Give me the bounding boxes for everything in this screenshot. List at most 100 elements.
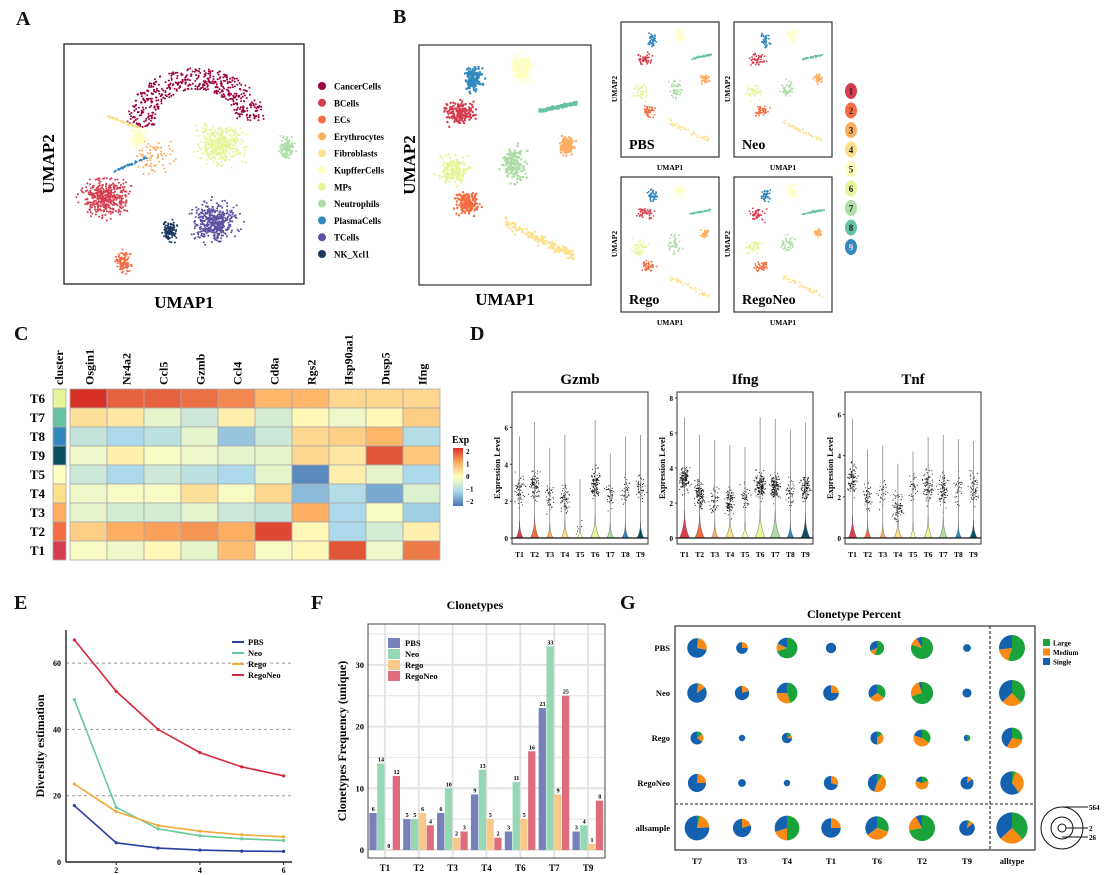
umap-point <box>206 133 209 136</box>
umap-point <box>197 76 200 79</box>
umap-point <box>198 70 201 73</box>
umap-point <box>156 105 159 108</box>
umap-point <box>468 76 472 80</box>
legend-marker <box>318 216 326 225</box>
umap-point <box>633 244 636 247</box>
umap-point <box>131 116 134 119</box>
umap-point <box>160 87 163 90</box>
umap-point <box>205 153 208 156</box>
umap-point <box>633 246 636 249</box>
umap-point <box>695 287 697 290</box>
umap-point <box>679 125 682 128</box>
umap-point <box>514 54 517 57</box>
umap-point <box>761 32 763 35</box>
umap-point <box>238 113 241 116</box>
umap-point <box>769 43 772 45</box>
umap-point <box>190 87 193 90</box>
umap-point <box>124 181 127 184</box>
umap-point <box>160 146 163 149</box>
umap-point <box>647 61 649 63</box>
umap-point <box>96 190 99 193</box>
umap-point <box>693 287 696 289</box>
umap-point <box>524 63 527 67</box>
umap-point <box>216 209 219 212</box>
umap-point <box>674 238 677 241</box>
umap-point <box>648 212 651 214</box>
umap-point <box>568 150 571 153</box>
umap-point <box>236 83 239 86</box>
umap-point <box>160 102 163 105</box>
umap-point <box>209 226 212 229</box>
umap-point <box>651 34 654 37</box>
umap-point <box>212 151 215 154</box>
umap-point <box>510 153 513 157</box>
umap-point <box>218 240 221 243</box>
umap-point <box>793 34 796 37</box>
umap-point <box>119 256 122 259</box>
umap-point <box>169 88 172 90</box>
umap-point <box>471 110 474 114</box>
umap-point <box>232 96 235 98</box>
umap-point <box>137 93 140 96</box>
umap-point <box>745 92 747 95</box>
umap-point <box>228 158 231 161</box>
umap-point <box>216 71 219 74</box>
umap-point <box>513 153 516 157</box>
umap-point <box>104 189 107 192</box>
umap-point <box>240 93 243 96</box>
umap-point <box>155 87 158 90</box>
umap-point <box>219 128 222 131</box>
umap-point <box>253 106 256 108</box>
legend-label: ECs <box>334 115 351 125</box>
umap-point <box>224 155 226 158</box>
umap-point <box>752 93 755 96</box>
umap-point <box>754 91 757 94</box>
umap-point <box>224 130 227 133</box>
umap-point <box>166 225 169 228</box>
umap-point <box>466 83 469 86</box>
umap-point <box>471 77 475 80</box>
umap-point <box>145 157 148 160</box>
umap-point <box>632 237 635 240</box>
umap-point <box>458 198 461 201</box>
umap-point <box>516 70 520 73</box>
umap-point <box>691 134 693 136</box>
umap-point <box>673 123 676 126</box>
umap-point <box>564 140 567 144</box>
umap-point <box>757 85 759 88</box>
umap-point <box>212 150 215 152</box>
umap-point <box>513 183 516 186</box>
umap-point <box>679 88 682 91</box>
umap-point <box>157 146 160 149</box>
umap-point <box>635 214 638 217</box>
umap-point <box>163 97 166 100</box>
umap-point <box>180 82 183 85</box>
umap-point <box>677 250 680 252</box>
umap-point <box>671 245 673 248</box>
umap-point <box>227 221 230 224</box>
umap-point <box>232 140 235 143</box>
umap-point <box>86 211 89 214</box>
umap-point <box>669 118 671 121</box>
umap-point <box>207 68 210 71</box>
umap-point <box>647 264 649 267</box>
umap-point <box>237 230 240 233</box>
umap-point <box>141 149 144 152</box>
umap-point <box>97 188 100 191</box>
y-axis-label: UMAP2 <box>400 135 419 194</box>
umap-point <box>107 201 110 204</box>
umap-point <box>235 77 238 80</box>
umap-point <box>92 201 95 204</box>
umap-point <box>101 214 104 217</box>
umap-point <box>761 111 763 114</box>
umap-point <box>446 110 449 113</box>
umap-point <box>783 119 786 122</box>
umap-point <box>511 67 515 70</box>
umap-point <box>642 90 645 93</box>
umap-point <box>710 54 712 56</box>
umap-point <box>198 236 201 239</box>
umap-point <box>676 122 678 125</box>
umap-point <box>560 151 563 154</box>
umap-point <box>679 186 682 189</box>
umap-point <box>218 153 220 156</box>
